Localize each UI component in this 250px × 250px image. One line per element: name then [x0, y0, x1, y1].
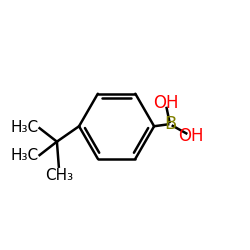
Text: OH: OH: [153, 94, 178, 112]
Text: B: B: [164, 115, 176, 133]
Text: CH₃: CH₃: [45, 168, 73, 183]
Text: H₃C: H₃C: [10, 148, 38, 163]
Text: OH: OH: [178, 128, 204, 146]
Text: H₃C: H₃C: [10, 120, 38, 135]
